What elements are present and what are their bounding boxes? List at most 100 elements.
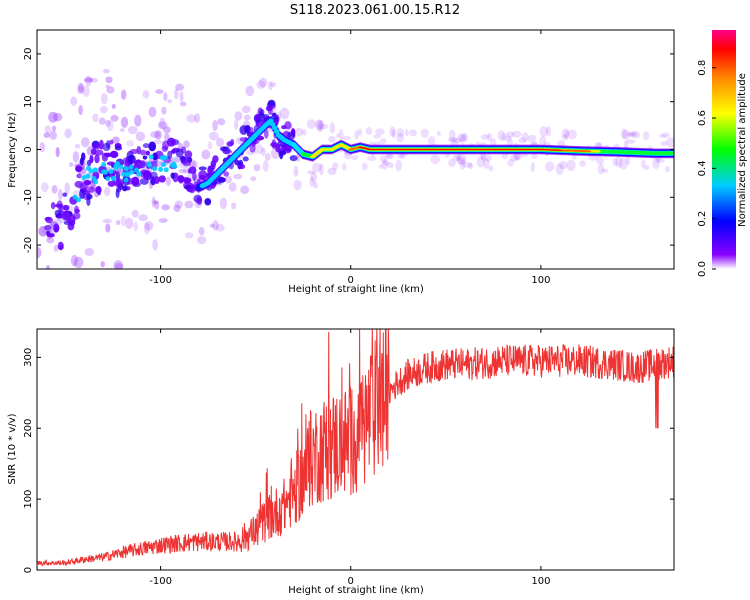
heat-blob bbox=[255, 114, 261, 121]
heat-noise bbox=[131, 209, 139, 218]
heat-noise bbox=[138, 214, 148, 222]
heat-noise bbox=[329, 121, 335, 134]
heat-noise bbox=[655, 158, 665, 163]
heat-noise bbox=[51, 125, 57, 132]
heat-noise bbox=[243, 114, 251, 121]
heat-blob-cyan bbox=[113, 163, 119, 169]
heat-blob-cyan bbox=[86, 165, 92, 171]
heat-band-cyan bbox=[273, 129, 280, 134]
heat-noise bbox=[539, 135, 547, 147]
heat-blob bbox=[271, 112, 276, 117]
heat-blob bbox=[50, 201, 56, 210]
heat-noise bbox=[427, 136, 436, 146]
heat-noise bbox=[152, 239, 158, 251]
heat-band-red bbox=[557, 149, 563, 151]
heat-blob bbox=[186, 156, 193, 164]
heat-blob bbox=[72, 212, 81, 220]
heat-noise bbox=[212, 220, 219, 231]
heat-noise bbox=[46, 237, 55, 244]
heat-noise bbox=[452, 137, 463, 144]
heat-blob bbox=[134, 159, 143, 170]
heat-noise bbox=[601, 168, 609, 173]
heat-noise bbox=[530, 161, 535, 173]
heat-band-cyan bbox=[271, 125, 278, 131]
heat-noise bbox=[448, 158, 456, 168]
heat-noise bbox=[480, 152, 486, 162]
heat-noise bbox=[527, 134, 537, 143]
x-tick-label: 0 bbox=[348, 576, 354, 587]
heat-noise bbox=[482, 157, 490, 169]
heat-noise bbox=[468, 162, 474, 170]
heat-noise bbox=[510, 154, 519, 162]
heat-blob bbox=[180, 176, 189, 182]
heat-blob bbox=[188, 166, 197, 175]
heat-noise bbox=[625, 139, 636, 144]
heat-blob-cyan bbox=[108, 168, 114, 174]
heat-noise bbox=[301, 128, 307, 136]
heat-noise bbox=[662, 132, 670, 138]
heat-halo bbox=[133, 162, 143, 170]
heat-noise bbox=[105, 223, 111, 233]
heat-noise bbox=[561, 128, 570, 138]
heat-noise bbox=[561, 134, 568, 140]
heat-noise bbox=[385, 153, 395, 160]
heat-noise bbox=[124, 217, 134, 229]
heat-blob bbox=[83, 180, 92, 186]
heat-noise bbox=[114, 263, 124, 269]
heat-noise bbox=[455, 155, 461, 161]
heat-noise bbox=[253, 144, 264, 155]
heat-noise bbox=[612, 158, 618, 167]
heat-noise bbox=[522, 132, 529, 143]
heat-blob bbox=[196, 196, 203, 205]
chart-title: S118.2023.061.00.15.R12 bbox=[290, 3, 460, 18]
heat-noise bbox=[480, 133, 490, 140]
heat-noise bbox=[174, 200, 183, 209]
heat-noise bbox=[161, 204, 171, 211]
heat-blob bbox=[95, 186, 102, 194]
heat-halo bbox=[49, 221, 59, 229]
heat-noise bbox=[261, 147, 266, 157]
heat-noise bbox=[306, 119, 316, 129]
heat-noise bbox=[545, 125, 551, 137]
heat-noise bbox=[144, 222, 150, 235]
heat-noise bbox=[558, 160, 568, 170]
heat-noise bbox=[316, 120, 325, 133]
heat-blob bbox=[148, 141, 157, 152]
heat-noise bbox=[76, 85, 85, 95]
heat-noise bbox=[666, 136, 674, 148]
heat-noise bbox=[332, 162, 339, 171]
heat-noise bbox=[112, 136, 120, 144]
colorbar-tick-label: 0.6 bbox=[697, 110, 708, 126]
heat-noise bbox=[396, 133, 405, 143]
heat-noise bbox=[231, 202, 237, 210]
heat-noise bbox=[567, 129, 577, 140]
heat-noise bbox=[409, 129, 417, 137]
snr-series bbox=[37, 329, 674, 567]
heat-noise bbox=[186, 114, 197, 123]
heat-noise bbox=[48, 300, 53, 308]
heat-noise bbox=[579, 160, 586, 167]
heat-noise bbox=[64, 128, 72, 139]
heat-noise bbox=[207, 141, 213, 150]
heat-blob bbox=[131, 176, 140, 186]
heat-blob bbox=[68, 220, 76, 226]
heat-band-green bbox=[671, 151, 674, 156]
heat-noise bbox=[389, 126, 396, 137]
heat-noise bbox=[457, 152, 467, 165]
heat-noise bbox=[318, 120, 323, 132]
heat-halo bbox=[57, 215, 67, 223]
heat-blob bbox=[239, 125, 249, 135]
heat-noise bbox=[105, 84, 110, 89]
heat-noise bbox=[78, 104, 83, 116]
heat-blob-cyan bbox=[123, 177, 129, 183]
heat-noise bbox=[70, 254, 78, 267]
heat-halo bbox=[114, 168, 124, 176]
heat-noise bbox=[120, 128, 125, 133]
heat-noise bbox=[642, 131, 650, 141]
colorbar-ticks: 0.0 0.2 0.4 0.6 0.8 bbox=[697, 60, 716, 277]
heat-noise bbox=[135, 131, 146, 142]
heat-halo bbox=[45, 224, 55, 232]
heat-blob-cyan bbox=[110, 175, 116, 181]
heat-noise bbox=[462, 132, 468, 141]
heat-blob bbox=[142, 143, 150, 149]
